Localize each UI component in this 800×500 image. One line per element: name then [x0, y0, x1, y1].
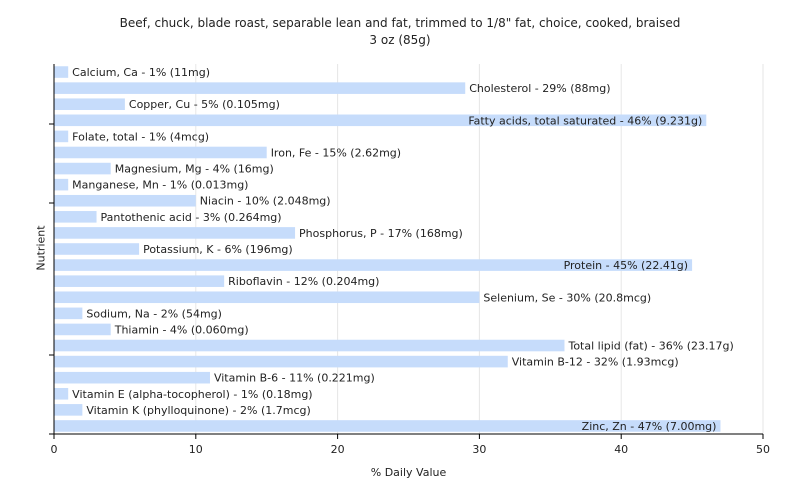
bar-label: Riboflavin - 12% (0.204mg)	[228, 275, 379, 288]
bar	[54, 114, 707, 127]
bar	[54, 243, 140, 255]
x-tick-label: 50	[756, 443, 770, 456]
bar	[54, 146, 267, 159]
bar	[54, 66, 69, 78]
bar	[54, 259, 693, 271]
chart-subtitle: 3 oz (85g)	[369, 33, 431, 47]
bar	[54, 162, 111, 175]
y-axis-label: Nutrient	[34, 225, 48, 271]
bar-label: Calcium, Ca - 1% (11mg)	[72, 66, 210, 79]
bar-label: Sodium, Na - 2% (54mg)	[86, 307, 222, 320]
bar-label: Zinc, Zn - 47% (7.00mg)	[582, 420, 717, 433]
bar	[54, 307, 83, 320]
bar	[54, 387, 69, 400]
x-axis-label: % Daily Value	[370, 466, 447, 479]
bar-label: Thiamin - 4% (0.060mg)	[114, 323, 249, 336]
bar	[54, 420, 721, 432]
bar	[54, 211, 97, 223]
bar-label: Magnesium, Mg - 4% (16mg)	[115, 163, 274, 176]
bar	[54, 227, 296, 239]
bar	[54, 371, 210, 384]
bar-label: Phosphorus, P - 17% (168mg)	[299, 227, 463, 240]
bar-label: Vitamin B-6 - 11% (0.221mg)	[214, 372, 375, 385]
bar-label: Manganese, Mn - 1% (0.013mg)	[72, 179, 248, 192]
bar	[54, 404, 83, 416]
bar	[54, 178, 69, 191]
x-tick-label: 10	[189, 443, 203, 456]
x-tick-label: 30	[472, 443, 486, 456]
bar-label: Selenium, Se - 30% (20.8mcg)	[483, 291, 651, 304]
bar-label: Vitamin K (phylloquinone) - 2% (1.7mcg)	[86, 404, 310, 417]
bar	[54, 275, 225, 287]
bar-label: Fatty acids, total saturated - 46% (9.23…	[468, 114, 702, 127]
bar-label: Niacin - 10% (2.048mg)	[200, 195, 331, 208]
bar-label: Vitamin E (alpha-tocopherol) - 1% (0.18m…	[72, 388, 312, 401]
chart-title: Beef, chuck, blade roast, separable lean…	[119, 16, 681, 30]
bar-label: Vitamin B-12 - 32% (1.93mcg)	[512, 356, 679, 369]
bar-label: Folate, total - 1% (4mcg)	[72, 130, 209, 143]
bar-label: Copper, Cu - 5% (0.105mg)	[129, 98, 280, 111]
bar	[54, 355, 508, 368]
bar-label: Cholesterol - 29% (88mg)	[469, 82, 610, 95]
bar	[54, 194, 196, 207]
bar	[54, 98, 125, 111]
bar	[54, 82, 466, 94]
bar-label: Potassium, K - 6% (196mg)	[143, 243, 293, 256]
x-tick-label: 20	[331, 443, 345, 456]
bar-label: Pantothenic acid - 3% (0.264mg)	[101, 211, 282, 224]
bar-label: Total lipid (fat) - 36% (23.17g)	[567, 340, 733, 353]
bar-label: Iron, Fe - 15% (2.62mg)	[271, 146, 401, 159]
bar	[54, 291, 480, 304]
x-tick-label: 0	[51, 443, 58, 456]
bar	[54, 130, 69, 143]
bar-label: Protein - 45% (22.41g)	[564, 259, 689, 272]
bar	[54, 323, 111, 336]
bar	[54, 339, 565, 352]
x-tick-label: 40	[614, 443, 628, 456]
